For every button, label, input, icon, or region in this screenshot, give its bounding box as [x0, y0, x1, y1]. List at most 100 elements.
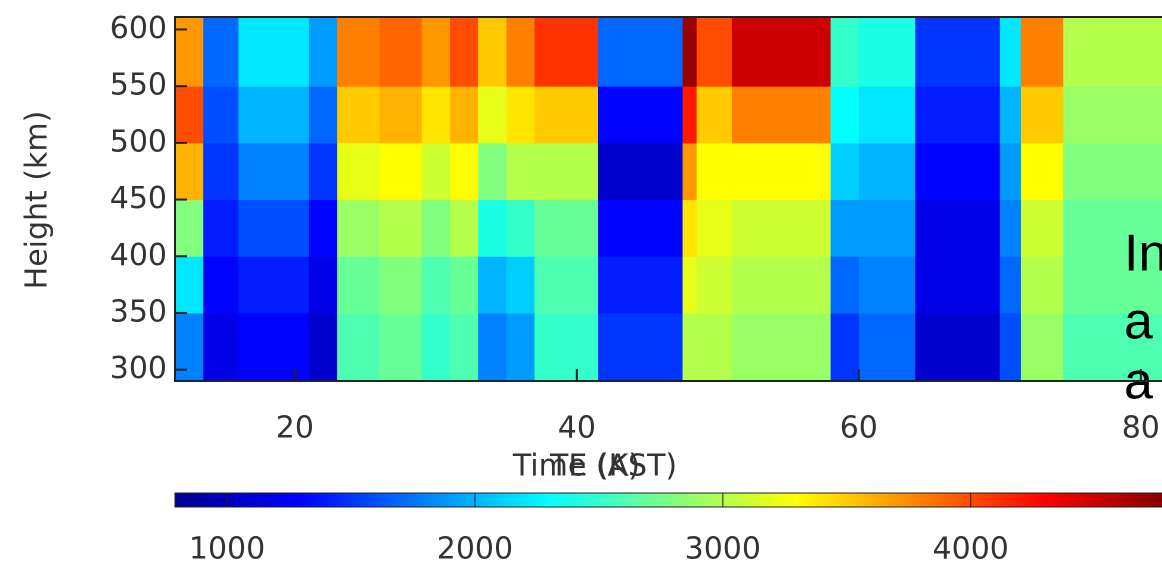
heatmap-cell — [1020, 142, 1064, 201]
heatmap-cell — [449, 142, 479, 201]
heatmap-cell — [682, 17, 698, 87]
heatmap-cell — [449, 312, 479, 382]
heatmap-cell — [1063, 199, 1162, 257]
heatmap-cell — [830, 142, 860, 201]
heatmap-cell — [830, 256, 860, 314]
heatmap-cell — [478, 17, 507, 87]
heatmap-cell — [337, 256, 380, 314]
heatmap-cell — [478, 312, 507, 382]
x-tick-label: 40 — [558, 411, 596, 446]
heatmap-cell — [478, 256, 507, 314]
heatmap-cell — [379, 256, 423, 314]
heatmap-cell — [175, 199, 204, 257]
heatmap-cell — [858, 199, 916, 257]
heatmap-cell — [915, 312, 1001, 382]
heatmap-cell — [506, 312, 536, 382]
y-tick-label: 450 — [110, 181, 167, 216]
heatmap-cell — [308, 86, 338, 144]
heatmap-cell — [915, 199, 1001, 257]
heatmap-cell — [830, 312, 860, 382]
heatmap-cell — [308, 199, 338, 257]
heatmap-cell — [534, 86, 599, 144]
heatmap-cell — [915, 256, 1001, 314]
heatmap-cell — [421, 142, 451, 201]
heatmap-cell — [175, 86, 204, 144]
heatmap-cell — [597, 312, 684, 382]
heatmap-cell — [999, 17, 1022, 87]
heatmap-cell — [203, 86, 239, 144]
heatmap-cell — [999, 86, 1022, 144]
heatmap-cell — [858, 142, 916, 201]
y-tick-label: 550 — [110, 68, 167, 103]
heatmap-cell — [203, 256, 239, 314]
heatmap-cell — [915, 17, 1001, 87]
heatmap-cell — [999, 199, 1022, 257]
heatmap-cell — [175, 142, 204, 201]
heatmap-cell — [534, 312, 599, 382]
heatmap-cell — [337, 312, 380, 382]
heatmap-cell — [682, 86, 698, 144]
heatmap-cell — [1063, 256, 1162, 314]
heatmap-cell — [379, 86, 423, 144]
x-tick-label: 80 — [1122, 411, 1160, 446]
y-tick-label: 400 — [110, 238, 167, 273]
heatmap-cell — [830, 17, 860, 87]
heatmap-cell — [203, 312, 239, 382]
heatmap-cell — [597, 256, 684, 314]
heatmap-cell — [238, 199, 310, 257]
y-tick-label: 300 — [110, 351, 167, 386]
heatmap-cell — [915, 142, 1001, 201]
heatmap-cell — [238, 86, 310, 144]
x-tick-label: 20 — [276, 411, 314, 446]
heatmap-cell — [696, 312, 733, 382]
heatmap-cell — [696, 17, 733, 87]
heatmap-cell — [731, 199, 832, 257]
heatmap-cell — [534, 142, 599, 201]
heatmap — [175, 17, 1162, 382]
heatmap-cell — [506, 142, 536, 201]
heatmap-cell — [478, 199, 507, 257]
heatmap-cell — [999, 256, 1022, 314]
y-tick-label: 350 — [110, 294, 167, 329]
heatmap-cell — [830, 86, 860, 144]
heatmap-cell — [449, 17, 479, 87]
heatmap-cell — [1020, 256, 1064, 314]
heatmap-cell — [421, 17, 451, 87]
heatmap-cell — [858, 312, 916, 382]
heatmap-cell — [999, 312, 1022, 382]
heatmap-cell — [696, 256, 733, 314]
colorbar-tick-label: 4000 — [933, 532, 1009, 567]
heatmap-cell — [478, 142, 507, 201]
heatmap-cell — [731, 86, 832, 144]
heatmap-cell — [421, 199, 451, 257]
heatmap-cell — [175, 17, 204, 87]
heatmap-cell — [597, 199, 684, 257]
y-axis-label: Height (km) — [20, 111, 55, 290]
x-tick-label: 60 — [840, 411, 878, 446]
heatmap-cell — [830, 199, 860, 257]
heatmap-cell — [915, 86, 1001, 144]
heatmap-cell — [308, 17, 338, 87]
heatmap-cell — [379, 142, 423, 201]
heatmap-cell — [682, 199, 698, 257]
heatmap-cell — [379, 17, 423, 87]
heatmap-cell — [597, 17, 684, 87]
heatmap-cell — [534, 199, 599, 257]
colorbar-label: TE (K) — [549, 449, 640, 484]
heatmap-cell — [203, 199, 239, 257]
heatmap-cell — [449, 256, 479, 314]
annotation: In — [1124, 225, 1162, 283]
heatmap-cell — [421, 256, 451, 314]
heatmap-cell — [1063, 17, 1162, 87]
heatmap-cell — [337, 142, 380, 201]
heatmap-cell — [999, 142, 1022, 201]
heatmap-cell — [696, 142, 733, 201]
heatmap-cell — [858, 86, 916, 144]
heatmap-cell — [731, 17, 832, 87]
heatmap-cell — [506, 17, 536, 87]
heatmap-cell — [308, 312, 338, 382]
heatmap-cell — [421, 312, 451, 382]
heatmap-cell — [421, 86, 451, 144]
heatmap-cell — [1063, 142, 1162, 201]
